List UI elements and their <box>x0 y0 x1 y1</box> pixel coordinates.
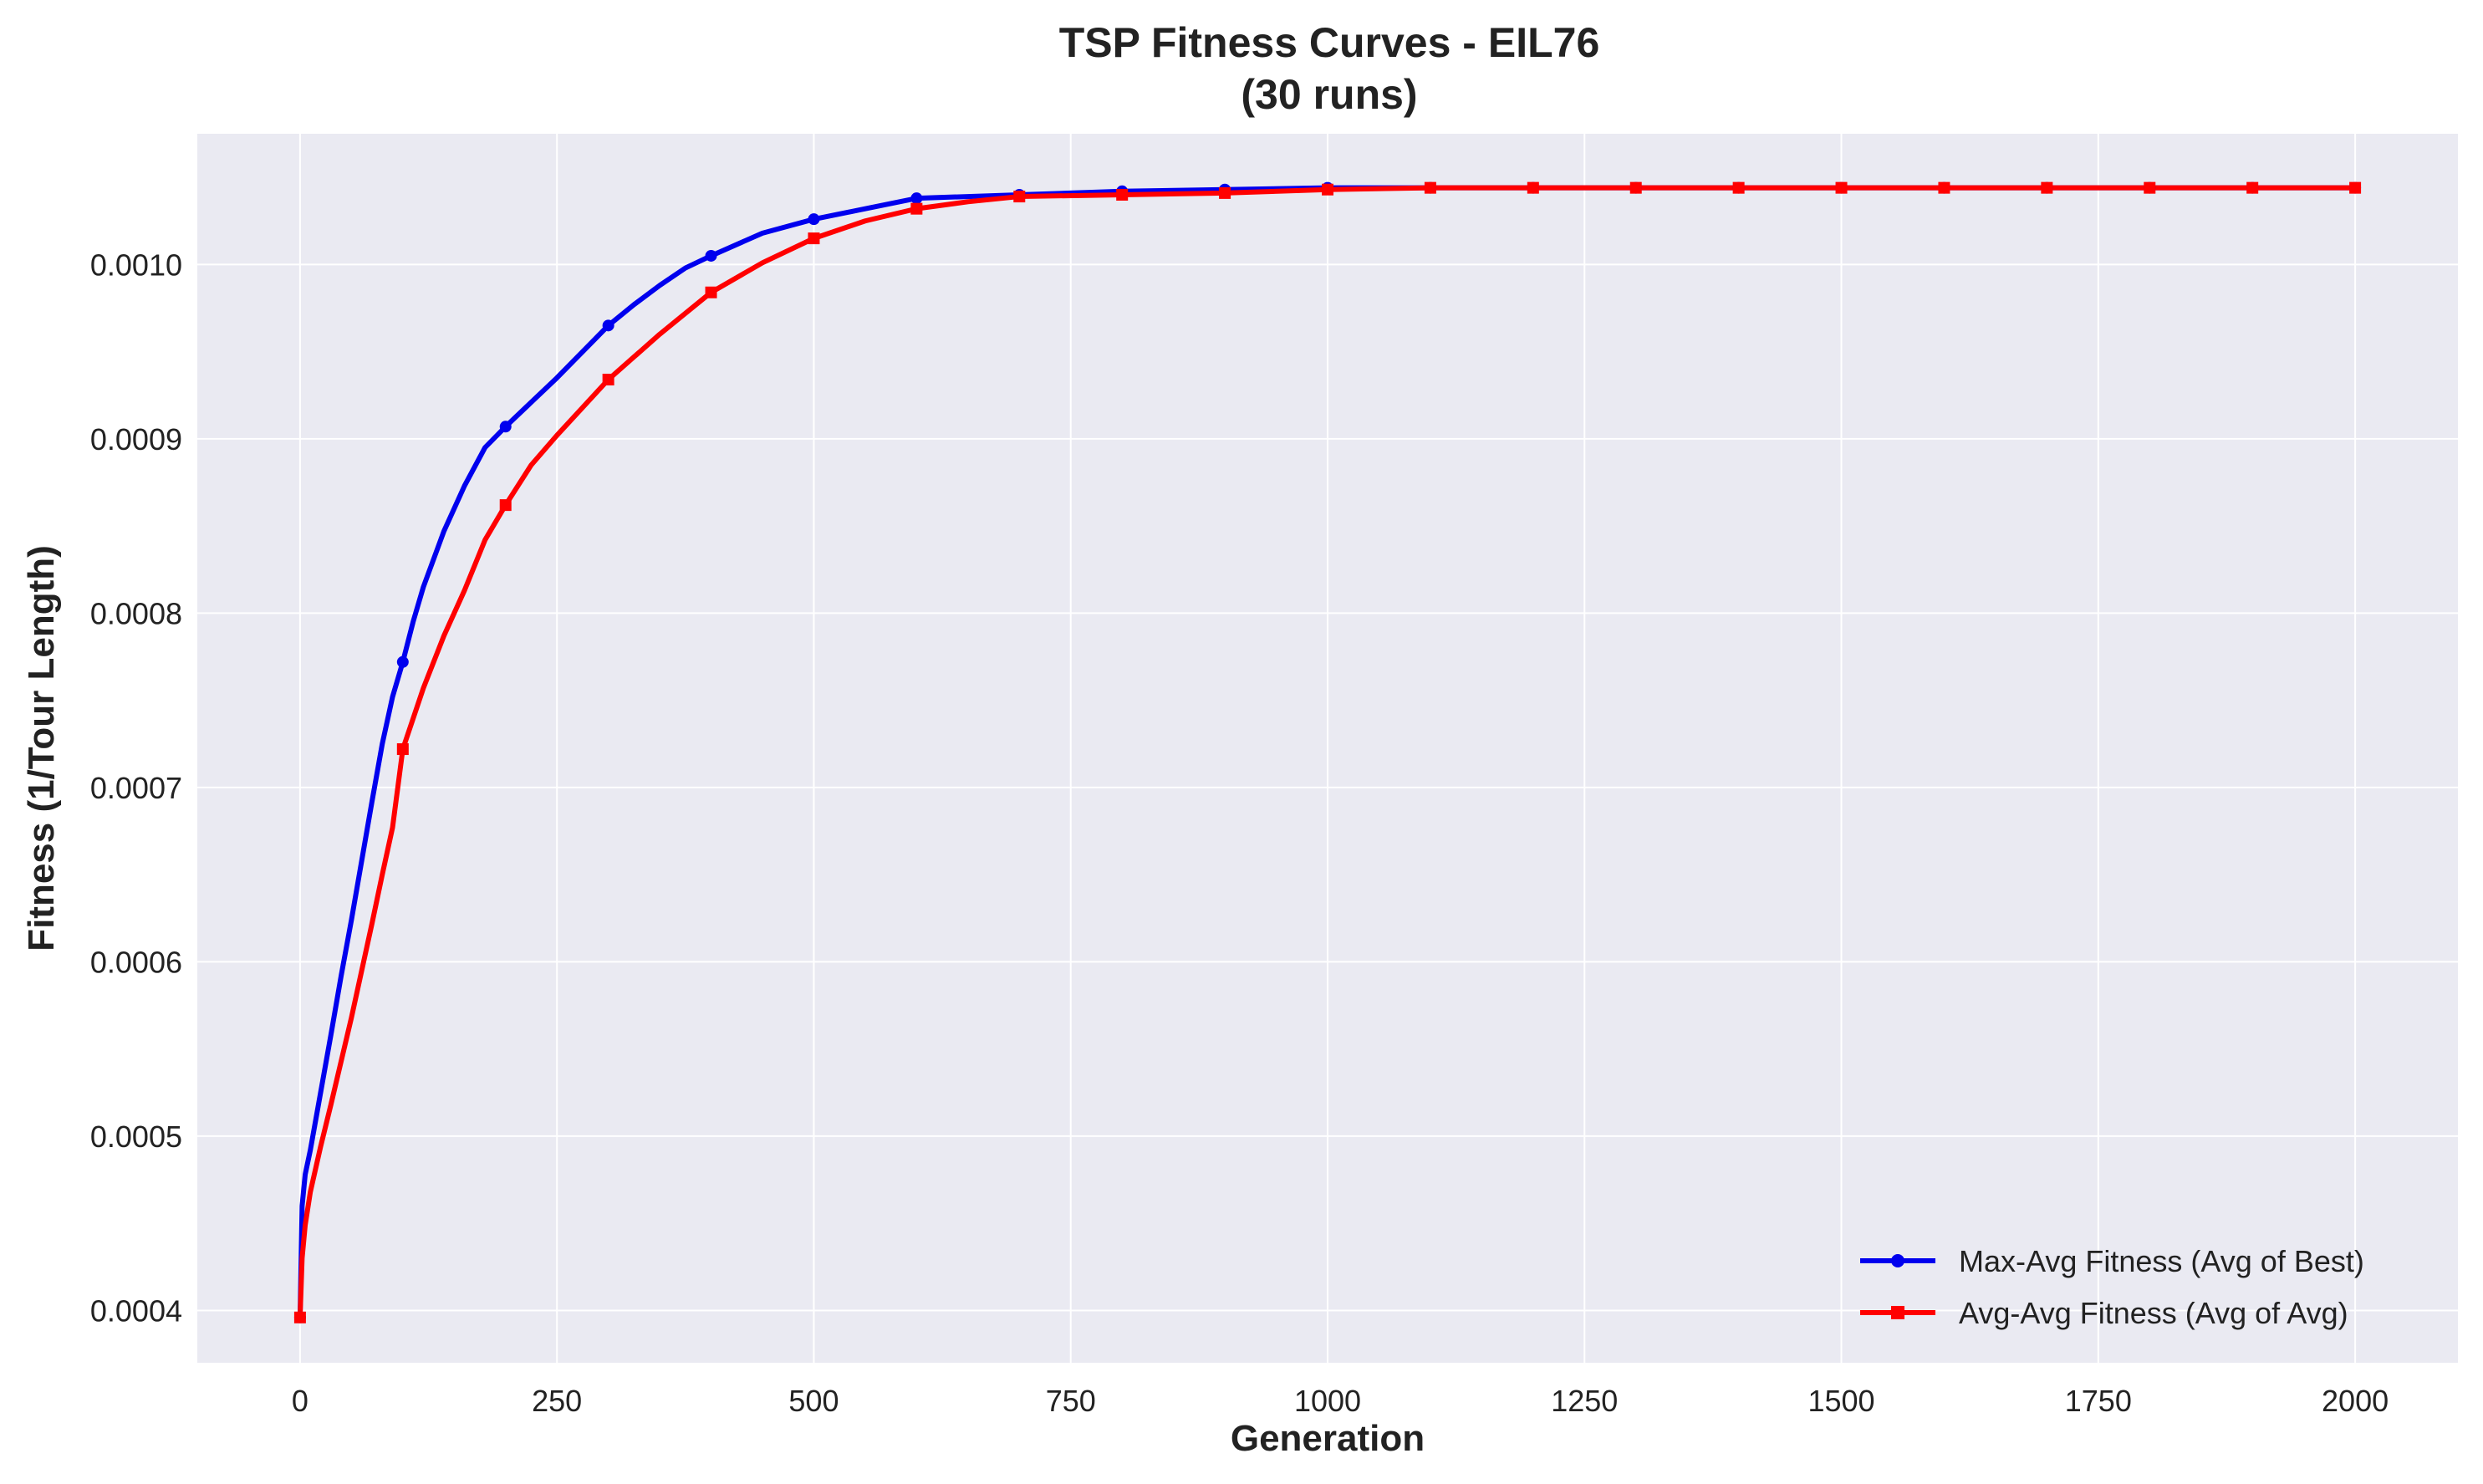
data-point-max-avg <box>910 192 923 205</box>
data-point-avg-avg <box>2246 181 2259 194</box>
x-tick-label: 0 <box>292 1384 308 1418</box>
data-point-avg-avg <box>705 286 717 298</box>
data-point-avg-avg <box>499 499 512 512</box>
data-point-avg-avg <box>1013 191 1026 203</box>
x-tick-label: 750 <box>1046 1384 1096 1418</box>
data-point-avg-avg <box>396 743 409 756</box>
data-point-avg-avg <box>1732 181 1745 194</box>
legend: Max-Avg Fitness (Avg of Best) Avg-Avg Fi… <box>1860 1244 2364 1330</box>
data-point-avg-avg <box>1116 188 1129 201</box>
data-point-avg-avg <box>1938 181 1950 194</box>
y-tick-label: 0.0010 <box>90 247 182 282</box>
data-point-avg-avg <box>1527 181 1539 194</box>
data-point-avg-avg <box>1835 181 1848 194</box>
x-tick-label: 1750 <box>2065 1384 2132 1418</box>
x-tick-label: 1000 <box>1294 1384 1361 1418</box>
data-point-max-avg <box>396 655 409 668</box>
data-point-avg-avg <box>1424 181 1436 194</box>
x-tick-label: 500 <box>788 1384 839 1418</box>
x-axis-label: Generation <box>1231 1418 1425 1459</box>
data-point-avg-avg <box>293 1311 306 1323</box>
data-point-avg-avg <box>2349 181 2362 194</box>
y-tick-label: 0.0007 <box>90 771 182 805</box>
series-layer <box>293 181 2362 1323</box>
legend-marker-avg-avg <box>1891 1306 1904 1319</box>
x-tick-label: 1500 <box>1807 1384 1874 1418</box>
y-tick-labels: 0.0004 0.0005 0.0006 0.0007 0.0008 0.0009 0.00… <box>90 247 182 1328</box>
data-point-max-avg <box>808 213 820 226</box>
x-tick-label: 2000 <box>2322 1384 2389 1418</box>
y-tick-label: 0.0008 <box>90 596 182 630</box>
legend-label-max-avg: Max-Avg Fitness (Avg of Best) <box>1959 1244 2364 1278</box>
x-tick-label: 250 <box>532 1384 582 1418</box>
data-point-max-avg <box>602 319 614 332</box>
data-point-avg-avg <box>1629 181 1642 194</box>
y-axis-label: Fitness (1/Tour Length) <box>21 545 62 951</box>
legend-marker-max-avg <box>1891 1254 1904 1267</box>
data-point-max-avg <box>499 421 512 433</box>
x-grid <box>298 134 2357 1363</box>
data-point-avg-avg <box>1219 186 1231 199</box>
chart-title-line1: TSP Fitness Curves - EIL76 <box>1059 19 1600 66</box>
data-point-avg-avg <box>1322 183 1333 196</box>
data-point-avg-avg <box>602 374 614 385</box>
y-tick-label: 0.0005 <box>90 1119 182 1154</box>
data-point-avg-avg <box>910 202 923 215</box>
legend-label-avg-avg: Avg-Avg Fitness (Avg of Avg) <box>1959 1296 2348 1330</box>
y-tick-label: 0.0006 <box>90 945 182 979</box>
y-grid <box>197 263 2458 1312</box>
chart-title-line2: (30 runs) <box>1241 71 1417 118</box>
x-tick-label: 1250 <box>1551 1384 1618 1418</box>
x-tick-labels: 0 250 500 750 1000 1250 1500 1750 2000 <box>292 1384 2389 1418</box>
data-point-avg-avg <box>808 232 820 245</box>
data-point-max-avg <box>705 249 717 262</box>
data-point-avg-avg <box>2041 181 2053 194</box>
y-tick-label: 0.0009 <box>90 422 182 456</box>
y-tick-label: 0.0004 <box>90 1293 182 1328</box>
data-point-avg-avg <box>2144 181 2156 194</box>
